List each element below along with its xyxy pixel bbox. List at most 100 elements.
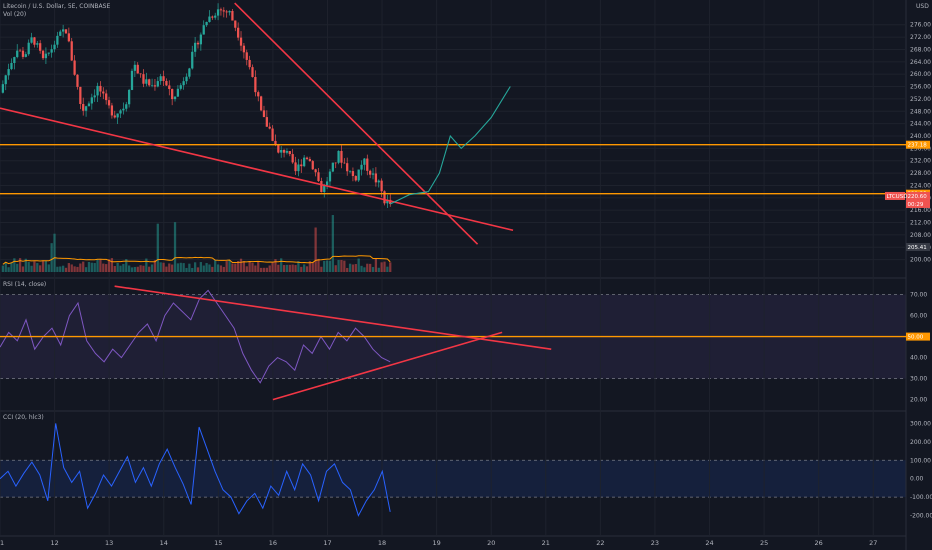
volume-bar <box>4 262 7 272</box>
volume-bar <box>274 259 277 272</box>
volume-bar <box>79 263 82 272</box>
volume-bar <box>148 266 151 272</box>
volume-bar <box>56 266 59 272</box>
candle-body <box>50 49 53 53</box>
price-tick-label: 244.00 <box>910 121 931 128</box>
volume-bar <box>311 262 314 272</box>
cci-tick-label: 300.00 <box>910 420 931 427</box>
volume-bar <box>7 267 10 272</box>
volume-bar <box>73 266 76 272</box>
candle-body <box>254 76 257 93</box>
x-tick-label: 11 <box>0 539 4 547</box>
volume-bar <box>337 260 340 272</box>
candle-body <box>317 172 320 182</box>
volume-bar <box>125 259 128 272</box>
price-tick-label: 232.00 <box>910 158 931 165</box>
volume-bar <box>291 264 294 272</box>
candle-body <box>323 185 326 193</box>
volume-bar <box>214 259 217 272</box>
volume-bar <box>53 233 56 272</box>
volume-bar <box>288 264 291 272</box>
volume-bar <box>320 266 323 272</box>
candle-body <box>105 93 108 101</box>
volume-bar <box>371 267 375 272</box>
rsi-tick-label: 60.00 <box>910 313 927 320</box>
candle-body <box>205 21 208 26</box>
price-tick-label: 260.00 <box>910 71 931 78</box>
volume-bar <box>116 262 119 272</box>
volume-bar <box>102 263 105 272</box>
rsi-tick-label: 20.00 <box>910 397 927 404</box>
rsi-trendline-1 <box>272 331 503 401</box>
candle-body <box>216 9 220 16</box>
candle-body <box>67 33 70 42</box>
volume-bar <box>271 262 274 272</box>
candle-body <box>193 42 197 52</box>
volume-bar <box>191 267 194 272</box>
candle-body <box>156 81 159 87</box>
price-tick-label: 248.00 <box>910 108 931 115</box>
price-tick-label: 208.00 <box>910 232 931 239</box>
candle-body <box>340 150 343 163</box>
candle-body <box>314 169 317 173</box>
candle-body <box>122 108 125 111</box>
x-tick-label: 16 <box>269 539 277 547</box>
candle-body <box>142 74 145 84</box>
candle-body <box>56 35 59 45</box>
drawings[interactable] <box>0 2 906 401</box>
candle-body <box>285 151 289 153</box>
rsi-label[interactable]: RSI (14, close) <box>3 281 47 288</box>
symbol-tag: LTCUSD <box>887 194 908 200</box>
volume-bar <box>351 264 355 272</box>
candle-body <box>150 85 154 86</box>
candle-body <box>343 162 346 164</box>
countdown-tag-bg <box>906 199 930 208</box>
volume-bar <box>36 263 39 272</box>
x-tick-label: 21 <box>542 539 550 547</box>
price-tick-label: 264.00 <box>910 59 931 66</box>
volume-bar <box>343 260 346 272</box>
candle-body <box>374 173 378 183</box>
candle-body <box>334 162 337 164</box>
volume-bar <box>119 265 122 272</box>
candle-body <box>10 63 13 70</box>
candle-body <box>225 11 228 13</box>
volume-bar <box>386 266 389 272</box>
candle-body <box>176 88 180 97</box>
price-tick-label: 200.00 <box>910 257 931 264</box>
volume-bar <box>159 262 162 272</box>
candle-body <box>165 80 168 86</box>
volume-bar <box>185 267 188 272</box>
candle-body <box>47 52 50 54</box>
volume-bar <box>277 264 280 272</box>
cci-tick-label: 0.00 <box>910 476 924 483</box>
volume-bar <box>179 262 182 272</box>
x-tick-label: 19 <box>432 539 440 547</box>
volume-bar <box>193 262 197 272</box>
candle-body <box>44 53 48 59</box>
volume-bar <box>248 261 251 272</box>
cci-tick-label: 200.00 <box>910 439 931 446</box>
candle-body <box>328 171 332 182</box>
volume-bar <box>254 265 257 272</box>
volume-bar <box>87 261 91 272</box>
cci-label[interactable]: CCI (20, hlc3) <box>3 414 44 421</box>
x-tick-label: 27 <box>869 539 877 547</box>
x-tick-label: 14 <box>160 539 168 547</box>
price-tick-label: 268.00 <box>910 46 931 53</box>
candle-body <box>282 149 286 153</box>
volume-bar <box>325 260 329 272</box>
candle-body <box>348 171 352 172</box>
candle-body <box>145 79 148 84</box>
volume-bar <box>82 261 85 272</box>
volume-bar <box>84 267 88 272</box>
volume-bar <box>105 264 108 272</box>
volume-label[interactable]: Vol (20) <box>3 11 27 18</box>
symbol-title[interactable]: Litecoin / U.S. Dollar, 5E, COINBASE <box>3 3 111 10</box>
candle-body <box>70 41 73 61</box>
candle-body <box>21 50 25 57</box>
x-tick-label: 26 <box>815 539 823 547</box>
projection-path <box>389 86 511 205</box>
plot-background <box>0 0 906 550</box>
